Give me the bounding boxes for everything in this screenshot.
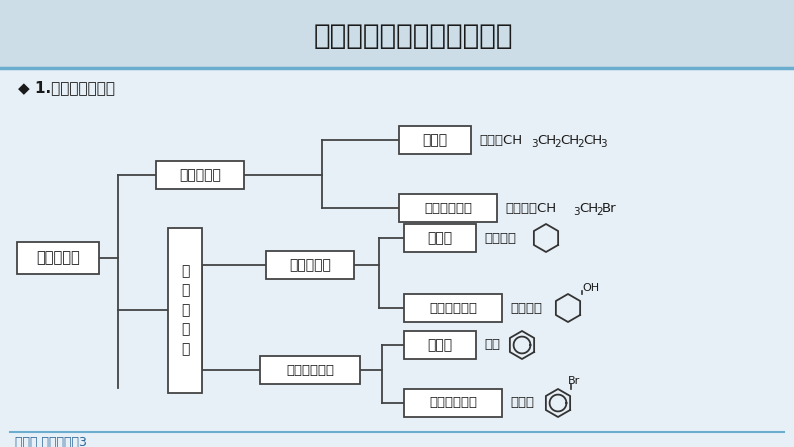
Text: 如溴乙烷CH: 如溴乙烷CH [505,202,556,215]
Text: 脂肪烃衍生物: 脂肪烃衍生物 [424,202,472,215]
Text: 人教版 选择性必修3: 人教版 选择性必修3 [15,435,87,447]
FancyBboxPatch shape [404,224,476,252]
Text: CH: CH [579,202,598,215]
Text: 如环己醇: 如环己醇 [510,301,542,315]
Text: 芳香烃: 芳香烃 [427,338,453,352]
Text: 芳香族衍生物: 芳香族衍生物 [429,396,477,409]
FancyBboxPatch shape [404,331,476,359]
FancyBboxPatch shape [168,228,202,392]
Text: CH: CH [560,134,579,147]
Text: Br: Br [602,202,617,215]
Text: CH: CH [537,134,556,147]
Text: Br: Br [568,376,580,386]
Text: 2: 2 [596,207,603,217]
FancyBboxPatch shape [404,294,502,322]
Text: 芳香烃化合物: 芳香烃化合物 [286,363,334,376]
FancyBboxPatch shape [399,126,471,154]
Text: 如丁烷CH: 如丁烷CH [479,134,522,147]
Bar [0,0,794,68]
Text: 脂环烃: 脂环烃 [427,231,453,245]
Text: 3: 3 [531,139,538,149]
FancyBboxPatch shape [17,242,99,274]
Text: 环
状
化
合
物: 环 状 化 合 物 [181,264,189,356]
Text: 2: 2 [577,139,584,149]
Text: ◆ 1.依据碳骨架分类: ◆ 1.依据碳骨架分类 [18,80,115,96]
Text: 一、有机化合物的分类方法: 一、有机化合物的分类方法 [313,22,513,50]
Text: 脂环烃衍生物: 脂环烃衍生物 [429,301,477,315]
Text: 3: 3 [573,207,580,217]
FancyBboxPatch shape [399,194,497,222]
Text: 2: 2 [554,139,561,149]
Text: OH: OH [582,283,599,293]
Text: 脂环化合物: 脂环化合物 [289,258,331,272]
Text: 链状化合物: 链状化合物 [179,168,221,182]
Text: 脂肪烃: 脂肪烃 [422,133,448,147]
Text: 如环己烷: 如环己烷 [484,232,516,245]
Text: 如溴苯: 如溴苯 [510,396,534,409]
Text: 3: 3 [600,139,607,149]
FancyBboxPatch shape [266,251,354,279]
FancyBboxPatch shape [260,356,360,384]
Text: 有机化合物: 有机化合物 [36,250,80,266]
FancyBboxPatch shape [156,161,244,189]
FancyBboxPatch shape [404,389,502,417]
Text: CH: CH [583,134,602,147]
Text: 如苯: 如苯 [484,338,500,351]
